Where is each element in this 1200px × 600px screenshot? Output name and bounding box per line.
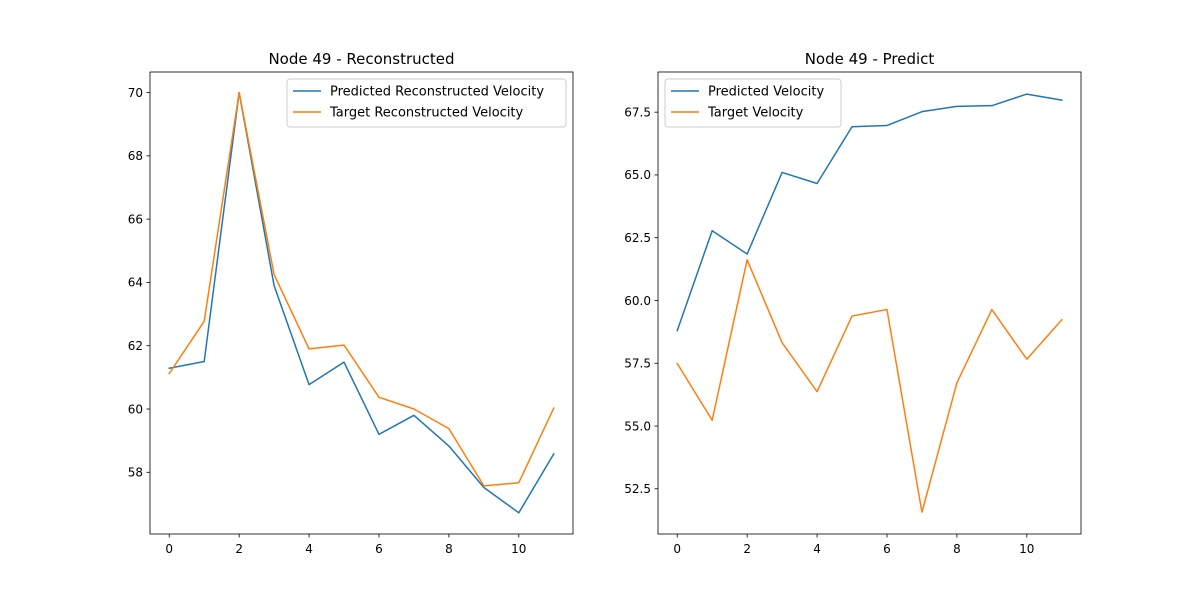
- legend-label: Predicted Velocity: [708, 85, 824, 100]
- legend-label: Target Velocity: [707, 106, 804, 121]
- x-tick-label: 6: [375, 542, 383, 556]
- y-tick-label: 68: [128, 149, 143, 163]
- y-tick-label: 70: [128, 86, 143, 100]
- x-tick-label: 4: [813, 542, 821, 556]
- chart-title: Node 49 - Predict: [805, 50, 935, 68]
- chart-title: Node 49 - Reconstructed: [268, 50, 454, 68]
- x-tick-label: 10: [1019, 542, 1034, 556]
- x-tick-label: 2: [235, 542, 243, 556]
- x-tick-label: 2: [743, 542, 751, 556]
- x-tick-label: 0: [673, 542, 681, 556]
- plot-area: [676, 93, 1063, 513]
- y-tick-label: 62.5: [624, 231, 651, 245]
- legend-label: Predicted Reconstructed Velocity: [330, 85, 544, 100]
- legend-box: [664, 78, 842, 128]
- y-tick-label: 58: [128, 466, 143, 480]
- axes-frame: [149, 71, 574, 535]
- series-line-target: [168, 91, 555, 487]
- x-tick-label: 6: [883, 542, 891, 556]
- legend-label: Target Reconstructed Velocity: [329, 106, 524, 121]
- axes-frame: [657, 71, 1082, 535]
- legend: Predicted Velocity Target Velocity: [664, 78, 842, 128]
- plot-area: [168, 91, 555, 514]
- y-tick-label: 57.5: [624, 357, 651, 371]
- x-tick-label: 10: [511, 542, 526, 556]
- series-line-predicted: [168, 91, 555, 514]
- chart-predict: Node 49 - Predict 0 2 4 6 8 10 52.5 55.0 57.5 60.0…: [624, 50, 1082, 556]
- x-tick-label: 4: [305, 542, 313, 556]
- legend-box: [286, 78, 567, 128]
- y-tick-label: 66: [128, 212, 143, 226]
- y-tick-label: 60.0: [624, 294, 651, 308]
- y-tick-label: 60: [128, 402, 143, 416]
- legend: Predicted Reconstructed Velocity Target R…: [286, 78, 567, 128]
- y-tick-label: 55.0: [624, 419, 651, 433]
- y-tick-label: 65.0: [624, 168, 651, 182]
- y-tick-label: 62: [128, 339, 143, 353]
- y-tick-label: 64: [128, 276, 143, 290]
- x-tick-label: 8: [953, 542, 961, 556]
- x-tick-label: 0: [165, 542, 173, 556]
- x-tick-label: 8: [445, 542, 453, 556]
- y-tick-label: 67.5: [624, 105, 651, 119]
- series-line-predicted: [676, 93, 1063, 332]
- y-tick-label: 52.5: [624, 482, 651, 496]
- series-line-target: [676, 259, 1063, 513]
